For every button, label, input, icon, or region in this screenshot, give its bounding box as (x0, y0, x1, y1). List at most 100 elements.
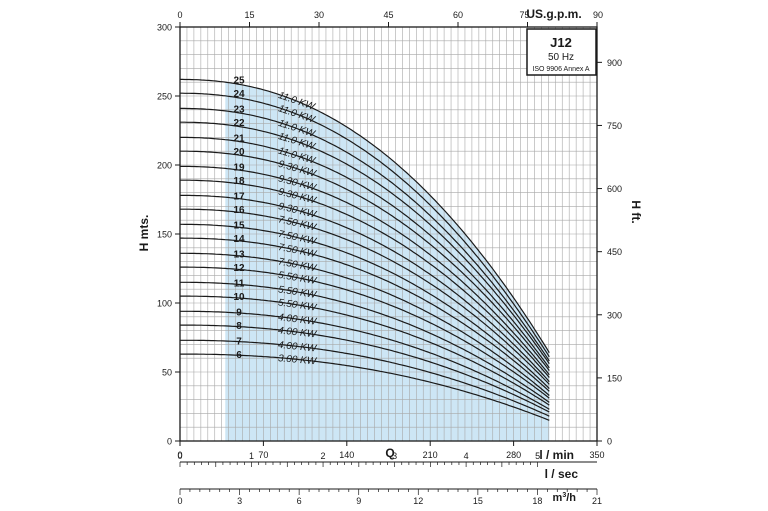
lsec-tick-label: 3 (392, 451, 397, 461)
curve-stage-18 (180, 179, 550, 378)
stage-label: 22 (233, 118, 245, 129)
m3h-tick-label: 6 (297, 496, 302, 506)
y-right-tick-label: 600 (607, 184, 622, 194)
stage-label: 25 (233, 75, 245, 86)
legend-box: J12 50 Hz ISO 9906 Annex A (526, 28, 597, 76)
curve-stage-8 (180, 324, 550, 413)
curve-stage-21 (180, 136, 550, 369)
stage-label: 24 (233, 89, 245, 100)
x-bottom-tick-label: 280 (506, 450, 521, 460)
m3h-tick-label: 9 (356, 496, 361, 506)
x-axis-m3h-unit: m3/h (553, 492, 577, 504)
x-axis-top-unit: US.g.p.m. (526, 7, 581, 21)
stage-label: 9 (236, 307, 242, 318)
stage-label: 16 (233, 205, 245, 216)
power-label: 4.00 KW (277, 340, 318, 355)
y-right-tick-label: 900 (607, 58, 622, 68)
power-label: 4.00 KW (277, 325, 318, 340)
curve-stage-16 (180, 208, 550, 385)
y-left-tick-label: 100 (157, 299, 172, 309)
x-axis-lsec-unit: l / sec (545, 467, 579, 481)
x-bottom-tick-label: 0 (177, 450, 182, 460)
lsec-tick-label: 2 (321, 451, 326, 461)
x-top-tick-label: 30 (314, 10, 324, 20)
x-bottom-tick-label: 350 (589, 450, 604, 460)
legend-frequency: 50 Hz (548, 52, 574, 63)
x-top-tick-label: 0 (177, 10, 182, 20)
x-bottom-tick-label: 140 (339, 450, 354, 460)
curve-stage-10 (180, 295, 550, 406)
stage-label: 14 (233, 234, 245, 245)
lsec-tick-label: 4 (464, 451, 469, 461)
legend-title: J12 (550, 35, 572, 50)
lsec-tick-label: 5 (535, 451, 540, 461)
legend-standard: ISO 9906 Annex A (532, 66, 590, 73)
power-label: 3.00 KW (277, 353, 318, 367)
y-left-tick-label: 250 (157, 92, 172, 102)
m3h-tick-label: 21 (592, 496, 602, 506)
lsec-tick-label: 0 (177, 451, 182, 461)
curve-stage-23 (180, 107, 550, 362)
curve-stage-17 (180, 194, 550, 383)
y-right-tick-label: 300 (607, 310, 622, 320)
stage-label: 7 (236, 336, 242, 347)
y-left-tick-label: 300 (157, 23, 172, 33)
curve-stage-22 (180, 121, 550, 365)
y-left-tick-label: 0 (167, 437, 172, 447)
stage-label: 17 (233, 191, 245, 202)
power-label: 5.50 KW (277, 297, 318, 313)
stage-label: 15 (233, 220, 245, 231)
grid (179, 26, 598, 442)
curve-stage-13 (180, 252, 550, 396)
x-top-tick-label: 15 (244, 10, 254, 20)
stage-label: 23 (233, 104, 245, 115)
y-left-tick-label: 50 (162, 368, 172, 378)
curve-stage-19 (180, 165, 550, 376)
curve-stage-14 (180, 237, 550, 392)
stage-label: 18 (233, 176, 245, 187)
curve-stage-6 (180, 353, 550, 421)
stage-label: 19 (233, 162, 245, 173)
power-label: 4.00 KW (277, 312, 318, 328)
y-right-tick-label: 0 (607, 437, 612, 447)
stage-label: 21 (233, 133, 245, 144)
curve-stage-9 (180, 310, 550, 410)
m3h-tick-label: 3 (237, 496, 242, 506)
x-bottom-tick-label: 210 (423, 450, 438, 460)
y-left-tick-label: 150 (157, 230, 172, 240)
y-axis-left-label: H mts. (137, 215, 151, 252)
x-top-tick-label: 60 (453, 10, 463, 20)
stage-label: 11 (234, 278, 245, 289)
x-axis-bottom-unit: l / min (539, 448, 574, 462)
y-right-tick-label: 450 (607, 247, 622, 257)
x-axis-bottom-label: Q (385, 446, 394, 460)
y-right-tick-label: 150 (607, 373, 622, 383)
curve-stage-24 (180, 92, 550, 358)
m3h-tick-label: 12 (413, 496, 423, 506)
stage-label: 10 (233, 292, 245, 303)
curve-stage-15 (180, 223, 550, 390)
curve-stage-20 (180, 150, 550, 371)
stage-label: 8 (236, 321, 242, 332)
lsec-tick-label: 1 (249, 451, 254, 461)
m3h-tick-label: 0 (177, 496, 182, 506)
y-axis-right-label: H ft. (629, 200, 643, 223)
stage-label: 6 (236, 350, 242, 361)
x-top-tick-label: 45 (383, 10, 393, 20)
x-top-tick-label: 75 (519, 10, 529, 20)
curve-stage-25 (180, 78, 550, 354)
stage-label: 13 (233, 249, 245, 260)
curve-stage-12 (180, 266, 550, 399)
stage-label: 12 (233, 263, 245, 274)
y-right-tick-label: 750 (607, 121, 622, 131)
y-left-tick-label: 200 (157, 161, 172, 171)
curve-stage-11 (180, 281, 550, 403)
stage-label: 20 (233, 147, 245, 158)
x-top-tick-label: 90 (593, 10, 603, 20)
m3h-tick-label: 18 (532, 496, 542, 506)
m3h-tick-label: 15 (473, 496, 483, 506)
x-bottom-tick-label: 70 (258, 450, 268, 460)
